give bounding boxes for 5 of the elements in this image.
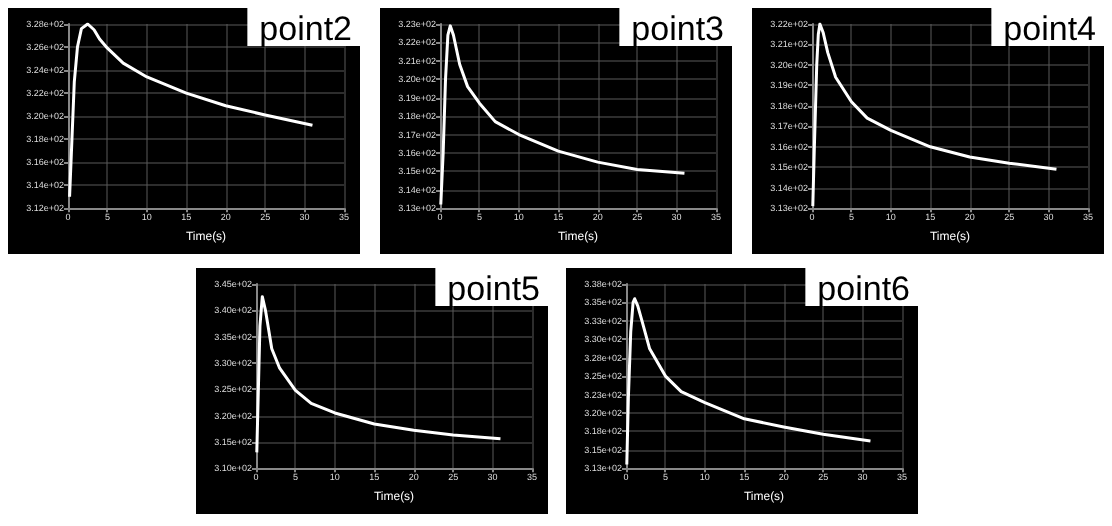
chart-title: point6 xyxy=(817,270,911,308)
chart-title: point4 xyxy=(1003,10,1097,48)
chart-title: point5 xyxy=(447,270,541,308)
chart-title: point2 xyxy=(259,10,353,48)
chart-title: point3 xyxy=(631,10,725,48)
